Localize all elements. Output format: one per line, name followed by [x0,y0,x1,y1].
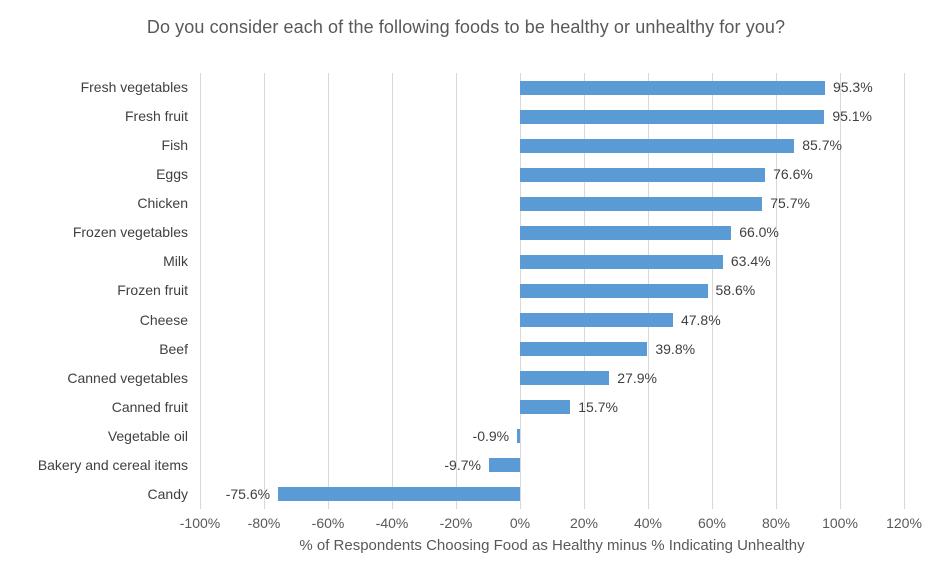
category-label: Beef [159,340,188,357]
bar [520,400,571,415]
bar [520,342,648,357]
bar [520,313,673,328]
value-label: -0.9% [472,427,510,444]
value-label: -75.6% [225,485,271,502]
category-label: Frozen vegetables [72,224,188,241]
bar [520,167,766,182]
bar [488,458,520,473]
value-label: 47.8% [680,311,721,328]
gridline [775,73,777,509]
category-label: Frozen fruit [117,282,188,299]
value-label: 95.1% [832,108,873,125]
x-tick-label: 100% [822,515,858,531]
value-label: -9.7% [444,456,481,473]
x-tick-label: -40% [375,515,409,531]
x-tick-label: 60% [697,515,727,531]
category-label: Fresh vegetables [80,79,188,95]
x-tick-label: 80% [761,515,791,531]
value-label: 63.4% [730,253,771,270]
gridline [327,73,329,509]
category-label: Fish [161,137,188,154]
x-axis-title: % of Respondents Choosing Food as Health… [299,537,805,554]
bar [278,487,520,502]
bar [520,371,610,386]
gridline [839,73,841,509]
x-tick-label: 0% [509,515,531,531]
category-label: Candy [147,485,188,502]
bar [520,138,795,153]
category-label: Milk [163,253,188,270]
gridline [199,73,201,509]
category-label: Canned fruit [111,398,188,415]
x-tick-label: -60% [311,515,345,531]
gridline [711,73,713,509]
bar [520,80,825,95]
x-tick-label: -80% [247,515,281,531]
value-label: 27.9% [617,369,657,386]
x-tick-label: 20% [569,515,599,531]
category-label: Vegetable oil [107,427,188,444]
category-label: Canned vegetables [67,369,188,386]
value-label: 85.7% [802,137,842,154]
value-label: 76.6% [773,166,813,183]
gridline [903,73,905,509]
category-label: Chicken [137,195,188,212]
value-label: 95.3% [832,79,873,95]
bar [520,225,732,240]
category-label: Bakery and cereal items [37,456,188,473]
chart-title: Do you consider each of the following fo… [146,17,786,37]
category-label: Cheese [139,311,188,328]
value-label: 75.7% [770,195,810,212]
gridline [263,73,265,509]
value-label: 15.7% [578,398,618,415]
gridline [391,73,393,509]
bar [520,254,723,269]
bar [520,109,825,124]
bar [520,284,708,298]
x-tick-label: 120% [886,515,922,531]
x-tick-label: 40% [633,515,663,531]
bar [517,429,520,444]
value-label: 58.6% [715,282,756,299]
value-label: 66.0% [739,224,779,241]
category-label: Eggs [156,166,188,183]
value-label: 39.8% [655,340,696,357]
x-tick-label: -20% [439,515,473,531]
category-label: Fresh fruit [124,108,188,125]
x-tick-label: -100% [179,515,221,531]
gridline [455,73,457,509]
bar [520,196,763,211]
